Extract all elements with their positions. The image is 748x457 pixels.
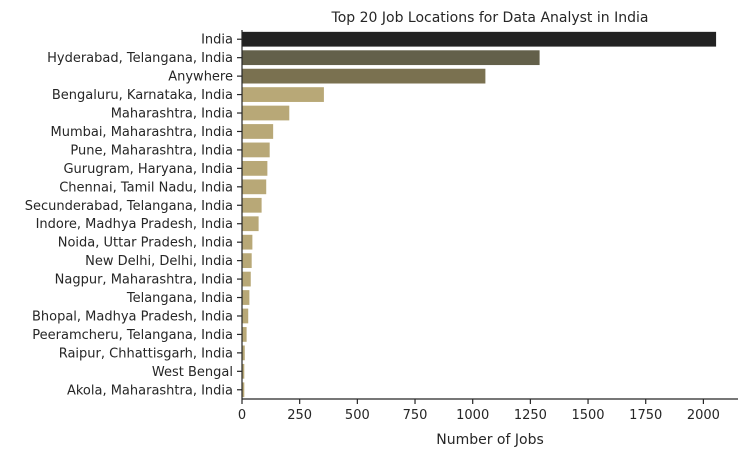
x-tick-label: 500: [345, 408, 370, 423]
x-axis-label: Number of Jobs: [436, 432, 544, 448]
bar: [242, 363, 245, 379]
category-label: Maharashtra, India: [111, 107, 233, 122]
bar: [242, 142, 270, 158]
bar: [242, 50, 540, 66]
category-label: Noida, Uttar Pradesh, India: [58, 236, 233, 251]
bar: [242, 271, 251, 287]
category-label: Gurugram, Haryana, India: [63, 162, 233, 177]
category-label: India: [201, 33, 233, 48]
category-label: New Delhi, Delhi, India: [85, 254, 233, 269]
category-label: Nagpur, Maharashtra, India: [55, 273, 233, 288]
bar: [242, 345, 245, 361]
bar: [242, 160, 268, 176]
bar: [242, 253, 252, 269]
category-label: Indore, Madhya Pradesh, India: [36, 217, 233, 232]
category-label: Peeramcheru, Telangana, India: [32, 328, 233, 343]
category-labels: India Hyderabad, Telangana, India Anywhere…: [25, 33, 242, 398]
bar: [242, 87, 324, 102]
category-label: Pune, Maharashtra, India: [70, 143, 233, 158]
x-tick-label: 1500: [571, 408, 604, 423]
bar: [242, 31, 717, 47]
x-tick-label: 250: [287, 408, 312, 423]
category-label: Akola, Maharashtra, India: [67, 383, 233, 398]
bar: [242, 234, 253, 250]
category-label: Mumbai, Maharashtra, India: [50, 125, 233, 140]
bar: [242, 179, 267, 195]
bar: [242, 124, 274, 139]
category-label: West Bengal: [152, 365, 233, 380]
chart-title: Top 20 Job Locations for Data Analyst in…: [331, 10, 649, 26]
bar: [242, 327, 247, 342]
x-tick-label: 1000: [456, 408, 489, 423]
category-label: Chennai, Tamil Nadu, India: [59, 180, 233, 195]
bars-group: [242, 31, 717, 398]
bar: [242, 216, 259, 232]
x-tick-label: 0: [238, 408, 246, 423]
bar: [242, 105, 290, 121]
x-tick-label: 750: [403, 408, 428, 423]
x-tick-label: 2000: [687, 408, 720, 423]
category-label: Bengaluru, Karnataka, India: [52, 88, 233, 103]
x-axis-ticks: 0 250 500 750 1000 1250 1500 1750 2000: [238, 399, 720, 423]
category-label: Hyderabad, Telangana, India: [47, 51, 233, 66]
bar: [242, 290, 250, 305]
x-tick-label: 1750: [629, 408, 662, 423]
category-label: Raipur, Chhattisgarh, India: [59, 346, 233, 361]
bar: [242, 68, 486, 84]
category-label: Telangana, India: [126, 291, 233, 306]
category-label: Secunderabad, Telangana, India: [25, 199, 233, 214]
bar: [242, 308, 249, 324]
bar: [242, 197, 262, 213]
x-tick-label: 1250: [514, 408, 547, 423]
category-label: Bhopal, Madhya Pradesh, India: [32, 309, 233, 324]
bar: [242, 382, 245, 398]
category-label: Anywhere: [168, 70, 233, 85]
